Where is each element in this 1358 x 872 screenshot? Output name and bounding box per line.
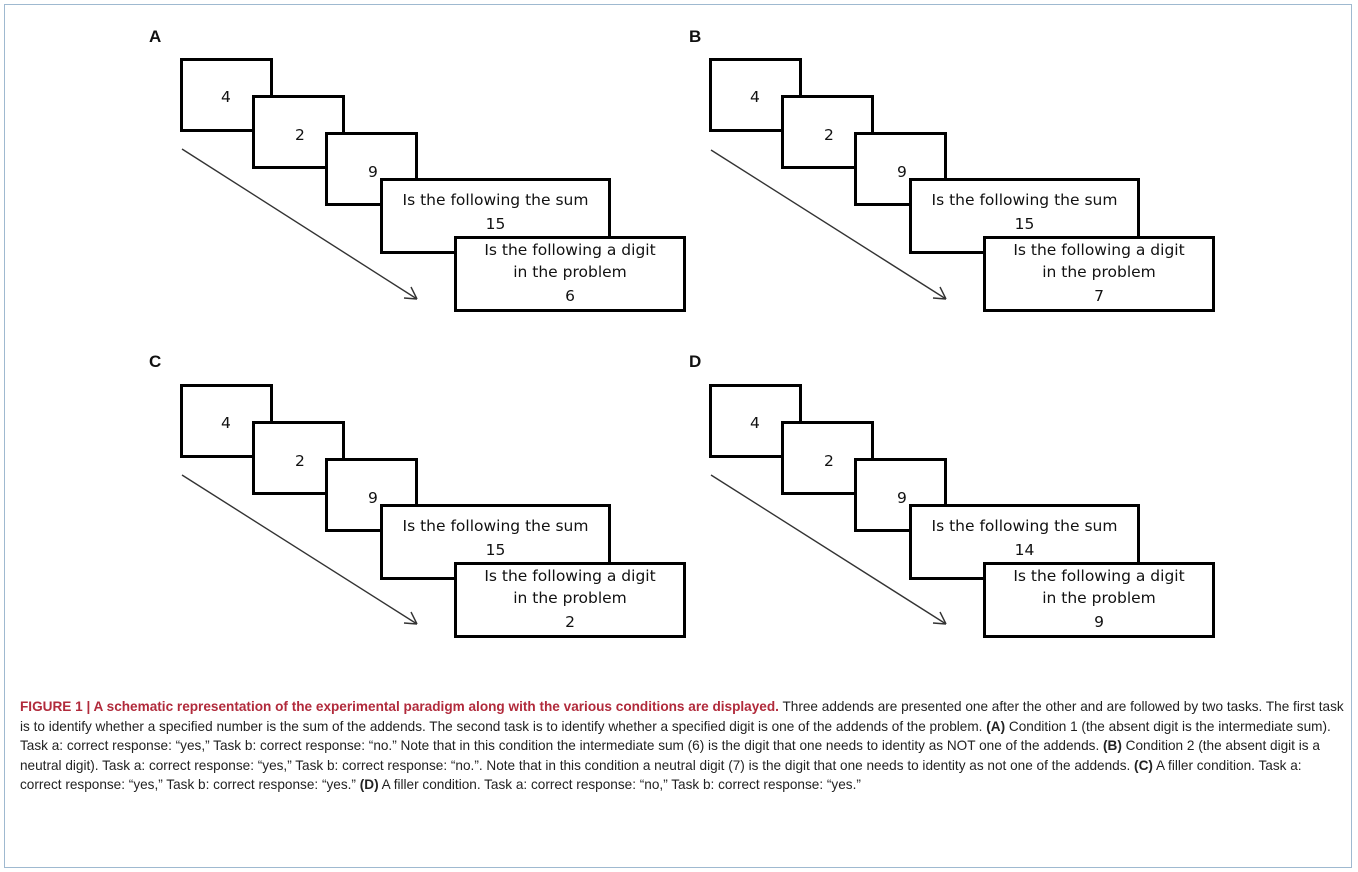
sum-question: Is the following the sum [931,191,1118,209]
sum-question: Is the following the sum [931,517,1118,535]
addend-digit: 2 [295,126,305,144]
sum-value: 15 [485,541,506,559]
addend-digit: 4 [221,414,231,432]
caption-panel-tag: (C) [1134,757,1153,773]
digit-question: in the problem [1042,589,1156,607]
addend-digit: 9 [368,163,378,181]
digit-value: 9 [1094,613,1104,631]
digit-value: 7 [1094,287,1104,305]
digit-value: 6 [565,287,575,305]
panel-label: B [689,27,702,46]
digit-question: in the problem [513,589,627,607]
addend-digit: 4 [750,414,760,432]
digit-question-box: Is the following a digit in the problem … [454,236,686,312]
digit-question: in the problem [1042,263,1156,281]
sum-value: 14 [1014,541,1035,559]
caption-panel-tag: (D) [359,777,379,793]
digit-question: Is the following a digit [1013,241,1185,259]
addend-digit: 2 [824,126,834,144]
digit-value: 2 [565,613,575,631]
caption-text: Condition 1 (the absent digit is the int… [20,718,1331,754]
caption-text: A filler condition. Task a: correct resp… [378,777,861,793]
caption-panel-tag: (A) [986,718,1006,734]
figure-frame [4,4,1352,868]
sum-question: Is the following the sum [402,191,589,209]
panel-label: C [149,352,162,371]
addend-digit: 9 [368,489,378,507]
digit-question: in the problem [513,263,627,281]
caption-text: A filler condition. Task a: correct resp… [20,757,1302,793]
digit-question-box: Is the following a digit in the problem … [983,562,1215,638]
digit-question: Is the following a digit [1013,567,1185,585]
sum-value: 15 [1014,215,1035,233]
figure-caption: FIGURE 1 | A schematic representation of… [20,697,1345,795]
addend-digit: 9 [897,163,907,181]
caption-text: Three addends are presented one after th… [20,699,1344,734]
digit-question-box: Is the following a digit in the problem … [983,236,1215,312]
panel-label: A [149,27,162,46]
addend-digit: 4 [221,88,231,106]
addend-digit: 9 [897,489,907,507]
sum-value: 15 [485,215,506,233]
panel-label: D [689,352,702,371]
caption-text: Condition 2 (the absent digit is a neutr… [20,738,1320,773]
caption-panel-tag: (B) [1103,738,1122,754]
sum-question: Is the following the sum [402,517,589,535]
caption-label: FIGURE 1 | A schematic representation of… [20,699,779,714]
digit-question: Is the following a digit [484,241,656,259]
addend-digit: 2 [824,452,834,470]
digit-question: Is the following a digit [484,567,656,585]
addend-digit: 2 [295,452,305,470]
digit-question-box: Is the following a digit in the problem … [454,562,686,638]
addend-digit: 4 [750,88,760,106]
